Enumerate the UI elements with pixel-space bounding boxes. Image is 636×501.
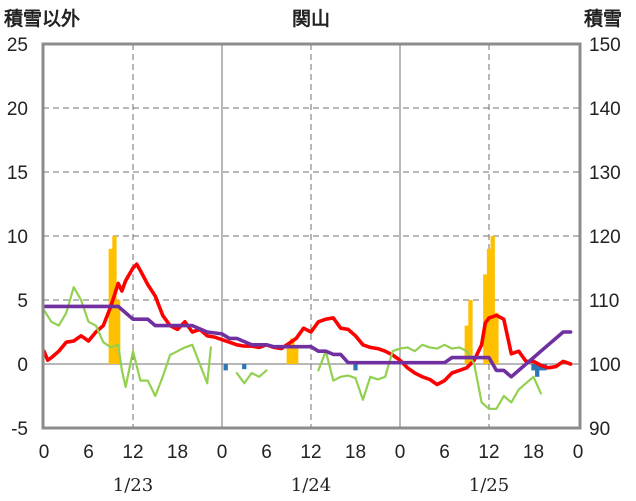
bar [353, 364, 358, 371]
purple-series-line [42, 304, 573, 379]
right-axis-title: 積雪 [584, 7, 622, 30]
bar [294, 347, 299, 364]
bar [483, 274, 488, 364]
x-tick-label: 12 [300, 442, 321, 463]
left-tick-label: 5 [17, 291, 28, 312]
bar [464, 325, 469, 364]
date-label: 1/23 [113, 475, 153, 496]
x-tick-label: 0 [395, 442, 406, 463]
bar [531, 364, 536, 371]
bar [116, 300, 121, 364]
x-tick-label: 6 [261, 442, 272, 463]
green-series-line [42, 286, 542, 410]
x-tick-label: 12 [122, 442, 143, 463]
bar [468, 300, 473, 364]
left-axis-title: 積雪以外 [4, 7, 80, 30]
left-tick-label: 15 [7, 163, 28, 184]
left-tick-label: -5 [11, 419, 28, 440]
date-label: 1/25 [469, 475, 509, 496]
x-tick-label: 6 [439, 442, 450, 463]
x-tick-label: 6 [83, 442, 94, 463]
right-tick-label: 120 [589, 227, 621, 248]
bar [286, 347, 291, 364]
right-tick-label: 150 [589, 35, 621, 56]
chart-title: 関山 [292, 8, 330, 30]
bar [535, 364, 540, 377]
x-tick-label: 12 [478, 442, 499, 463]
left-tick-label: 20 [7, 99, 28, 120]
right-tick-label: 100 [589, 355, 621, 376]
date-label: 1/24 [291, 475, 331, 496]
right-tick-label: 90 [589, 419, 610, 440]
bar [290, 338, 295, 364]
right-tick-label: 130 [589, 163, 621, 184]
right-tick-label: 140 [589, 99, 621, 120]
bar [223, 364, 228, 371]
red-series-line [42, 262, 573, 387]
x-tick-label: 0 [39, 442, 50, 463]
bar [486, 248, 492, 364]
x-tick-label: 18 [167, 442, 188, 463]
bar [242, 364, 247, 370]
x-tick-label: 0 [217, 442, 228, 463]
right-tick-label: 110 [589, 291, 619, 312]
x-tick-label: 18 [345, 442, 366, 463]
bar [494, 312, 499, 364]
x-tick-label: 18 [523, 442, 544, 463]
left-tick-label: 0 [17, 355, 28, 376]
plot-frame [41, 42, 582, 430]
bar [490, 236, 495, 364]
left-tick-label: 25 [7, 35, 28, 56]
left-tick-label: 10 [7, 227, 28, 248]
x-tick-label: 0 [573, 442, 584, 463]
